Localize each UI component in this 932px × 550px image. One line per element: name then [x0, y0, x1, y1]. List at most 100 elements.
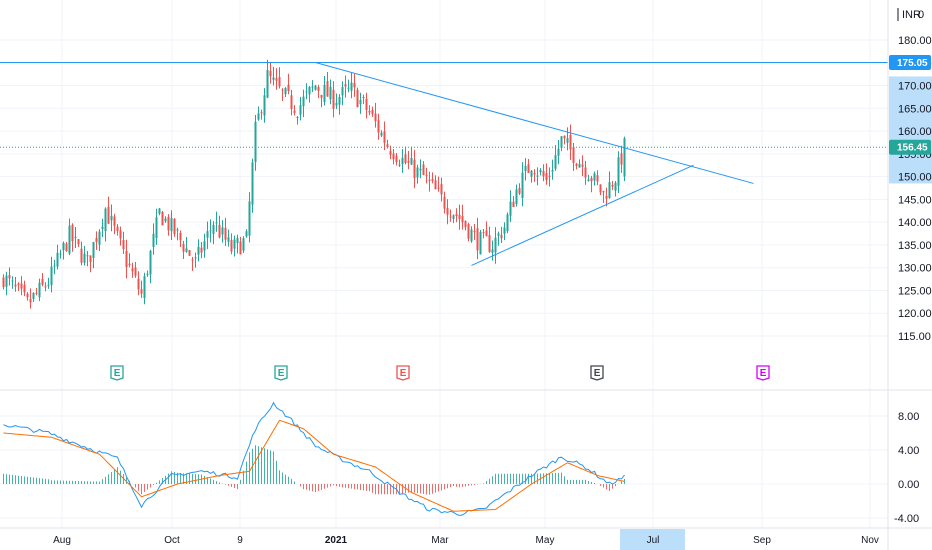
price-tick-label: 125.00 — [898, 285, 932, 297]
earnings-marker-letter: E — [400, 368, 407, 379]
earnings-marker-icon[interactable] — [590, 365, 604, 381]
candle-body — [80, 248, 83, 263]
candle-body — [254, 121, 257, 162]
earnings-marker-letter: E — [114, 368, 121, 379]
candle-body — [515, 189, 518, 205]
candle-body — [266, 70, 269, 98]
candle-body — [497, 233, 500, 236]
candle-body — [500, 234, 503, 239]
candle-body — [455, 214, 458, 216]
candle-body — [134, 267, 137, 276]
price-axis[interactable]: 180.00175.00170.00165.00160.00155.00150.… — [898, 35, 932, 343]
candle-body — [56, 252, 59, 267]
trendline-drawings[interactable] — [0, 62, 888, 266]
candle-body — [149, 250, 152, 275]
candle-body — [2, 277, 5, 288]
earnings-marker-icon[interactable] — [274, 365, 288, 381]
candle-body — [398, 164, 401, 166]
candle-body — [230, 240, 233, 252]
earnings-marker-icon[interactable] — [396, 365, 410, 381]
candle-body — [5, 275, 8, 287]
candle-body — [263, 95, 266, 116]
candle-body — [437, 187, 440, 189]
candle-body — [413, 159, 416, 178]
candle-body — [479, 231, 482, 255]
earnings-marker-icon[interactable] — [110, 365, 124, 381]
candle-body — [233, 239, 236, 249]
candle-body — [476, 228, 479, 251]
candle-body — [335, 102, 338, 106]
candle-body — [386, 144, 389, 148]
candle-body — [161, 212, 164, 226]
macd-axis[interactable]: 8.00 4.00 0.00 -4.00 — [894, 411, 919, 525]
candle-body — [602, 191, 605, 193]
candle-body — [518, 188, 521, 194]
earnings-marker-icon[interactable] — [756, 365, 770, 381]
candle-body — [353, 82, 356, 88]
candle-body — [368, 110, 371, 113]
time-tick-label: Sep — [753, 535, 771, 546]
candle-body — [359, 99, 362, 105]
candlestick-series — [2, 59, 626, 309]
candle-body — [410, 157, 413, 165]
candle-body — [11, 280, 14, 282]
currency-label[interactable]: INR — [902, 9, 921, 21]
candle-body — [281, 89, 284, 91]
candle-body — [458, 214, 461, 219]
macd-tick-label: -4.00 — [894, 513, 919, 525]
time-tick-label: 9 — [237, 535, 243, 546]
candle-body — [275, 78, 278, 81]
scale-mode-label[interactable]: 0 — [918, 9, 924, 21]
candle-body — [383, 131, 386, 143]
grid-lines — [0, 0, 888, 528]
candle-body — [152, 233, 155, 247]
candle-body — [125, 250, 128, 268]
candle-body — [509, 201, 512, 216]
candle-body — [461, 215, 464, 223]
candle-body — [611, 185, 614, 187]
candle-body — [212, 225, 215, 235]
candle-body — [41, 278, 44, 285]
candle-body — [530, 170, 533, 177]
candle-body — [341, 87, 344, 96]
horizontal-line-price-tag: 175.05 — [889, 55, 931, 71]
candle-body — [401, 157, 404, 164]
candle-body — [173, 218, 176, 235]
candle-body — [29, 299, 32, 303]
candle-body — [593, 173, 596, 181]
candle-body — [236, 238, 239, 243]
time-axis[interactable]: Aug Oct 9 2021 Mar May Jul Sep Nov — [53, 535, 879, 546]
candle-body — [128, 263, 131, 265]
candle-body — [59, 253, 62, 255]
time-tick-label: May — [536, 535, 555, 546]
candle-body — [581, 164, 584, 167]
candle-body — [242, 238, 245, 251]
resistance-trendline[interactable] — [315, 62, 754, 184]
candle-body — [470, 229, 473, 242]
candle-body — [95, 237, 98, 243]
support-trendline[interactable] — [471, 164, 694, 266]
candle-body — [380, 132, 383, 136]
candle-body — [524, 165, 527, 171]
candle-body — [557, 148, 560, 156]
candle-body — [116, 226, 119, 232]
candle-body — [542, 171, 545, 177]
price-tick-label: 115.00 — [898, 331, 931, 343]
candle-body — [203, 241, 206, 251]
candle-body — [257, 113, 260, 120]
candle-body — [26, 293, 29, 298]
candle-body — [62, 242, 65, 251]
candle-body — [416, 167, 419, 178]
candle-body — [185, 248, 188, 252]
candle-body — [191, 259, 194, 261]
candle-body — [143, 276, 146, 299]
candle-body — [248, 201, 251, 236]
candle-body — [293, 110, 296, 113]
candle-body — [329, 86, 332, 100]
candle-body — [194, 257, 197, 259]
candle-body — [17, 283, 20, 286]
candle-body — [53, 265, 56, 267]
macd-line — [3, 401, 625, 517]
